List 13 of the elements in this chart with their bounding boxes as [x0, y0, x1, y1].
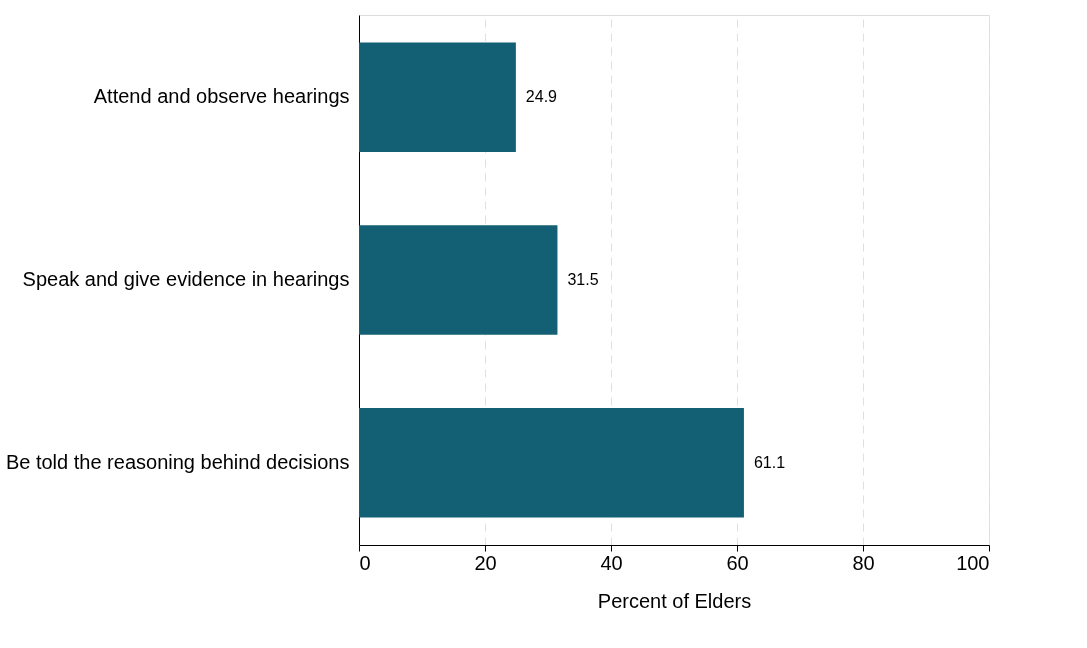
x-tick-label: 40: [600, 551, 623, 574]
y-tick-label: Attend and observe hearings: [93, 85, 350, 108]
data-label: 61.1: [753, 453, 786, 471]
x-tick-label: 20: [474, 551, 497, 574]
x-tick-label: 80: [852, 551, 875, 574]
y-tick-label: Be told the reasoning behind decisions: [5, 450, 350, 473]
y-tick-label: Speak and give evidence in hearings: [22, 268, 350, 290]
x-axis-title: Percent of Elders: [597, 589, 752, 612]
data-label: 31.5: [567, 271, 599, 288]
x-tick-label: 100: [956, 551, 990, 574]
x-tick-label: 60: [726, 551, 749, 574]
x-tick-label: 0: [359, 551, 371, 574]
data-label: 24.9: [525, 88, 558, 106]
